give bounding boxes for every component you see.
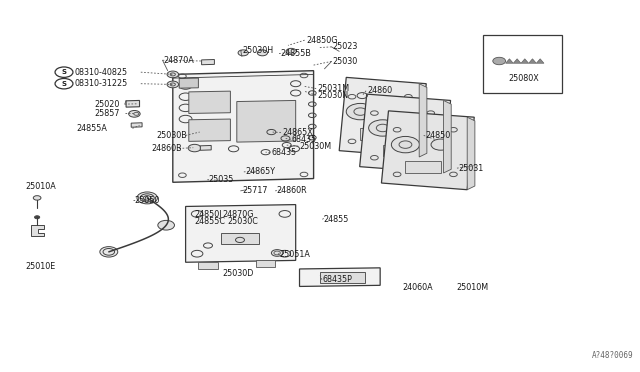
- Bar: [360, 128, 396, 140]
- Circle shape: [493, 57, 506, 65]
- Polygon shape: [339, 77, 426, 157]
- Circle shape: [158, 220, 175, 230]
- Text: 24850G: 24850G: [306, 36, 337, 45]
- Circle shape: [167, 81, 179, 88]
- Text: 25020: 25020: [94, 100, 120, 109]
- Text: 24855B: 24855B: [280, 49, 311, 58]
- Circle shape: [257, 50, 268, 56]
- Text: 24855A: 24855A: [76, 124, 107, 133]
- Text: 25030D: 25030D: [223, 269, 254, 278]
- Text: 68435P: 68435P: [323, 275, 353, 284]
- Text: 25717: 25717: [242, 186, 268, 195]
- Text: 25010E: 25010E: [25, 262, 55, 271]
- Bar: [320, 272, 365, 283]
- Polygon shape: [202, 60, 214, 65]
- Circle shape: [271, 250, 283, 256]
- Bar: [483, 35, 562, 93]
- Text: 24865X: 24865X: [282, 128, 313, 137]
- Polygon shape: [200, 145, 211, 150]
- Polygon shape: [381, 111, 474, 190]
- Polygon shape: [31, 225, 44, 236]
- Bar: [406, 161, 441, 173]
- Text: 24860R: 24860R: [276, 186, 307, 195]
- Circle shape: [188, 144, 201, 152]
- Text: 68435: 68435: [292, 135, 317, 144]
- Text: 08310-31225: 08310-31225: [74, 79, 127, 88]
- Text: 25035: 25035: [209, 175, 234, 184]
- Text: 25030: 25030: [333, 57, 358, 66]
- Polygon shape: [198, 262, 218, 269]
- Polygon shape: [536, 59, 544, 63]
- Text: 25010A: 25010A: [25, 182, 56, 191]
- Polygon shape: [173, 71, 314, 182]
- Text: 25010M: 25010M: [456, 283, 488, 292]
- Polygon shape: [419, 84, 427, 157]
- Circle shape: [238, 50, 248, 56]
- Text: 25050: 25050: [134, 196, 160, 205]
- Circle shape: [392, 137, 420, 153]
- Polygon shape: [513, 59, 521, 63]
- Bar: [221, 232, 259, 244]
- Text: 24850: 24850: [425, 131, 450, 140]
- Polygon shape: [126, 100, 140, 107]
- Circle shape: [286, 48, 296, 54]
- Text: 25023: 25023: [333, 42, 358, 51]
- Circle shape: [137, 192, 157, 204]
- Polygon shape: [467, 117, 475, 190]
- Polygon shape: [256, 260, 275, 267]
- Circle shape: [100, 247, 118, 257]
- Circle shape: [35, 216, 40, 219]
- Text: 25030M: 25030M: [300, 142, 332, 151]
- Circle shape: [386, 106, 405, 117]
- Polygon shape: [189, 91, 230, 113]
- Circle shape: [167, 71, 179, 78]
- Text: 68435: 68435: [271, 148, 296, 157]
- Circle shape: [408, 122, 428, 134]
- Text: A?48?0069: A?48?0069: [592, 351, 634, 360]
- Circle shape: [55, 78, 73, 89]
- Text: S: S: [61, 69, 67, 75]
- Circle shape: [129, 110, 140, 117]
- Text: 25030H: 25030H: [242, 46, 273, 55]
- Polygon shape: [521, 59, 529, 63]
- Polygon shape: [189, 119, 230, 141]
- Polygon shape: [529, 59, 536, 63]
- Text: 24850J: 24850J: [194, 210, 221, 219]
- Polygon shape: [179, 78, 198, 88]
- Polygon shape: [360, 94, 451, 173]
- Polygon shape: [237, 100, 296, 142]
- Text: 24860B: 24860B: [151, 144, 182, 153]
- Polygon shape: [300, 268, 380, 286]
- Circle shape: [33, 196, 41, 200]
- Circle shape: [369, 120, 397, 136]
- Text: 25051A: 25051A: [279, 250, 310, 259]
- Text: S: S: [61, 81, 67, 87]
- Text: 24855: 24855: [324, 215, 349, 224]
- Text: 24855C: 24855C: [194, 217, 225, 226]
- Text: 24865Y: 24865Y: [245, 167, 275, 176]
- Polygon shape: [131, 123, 142, 127]
- Text: 25080X: 25080X: [509, 74, 540, 83]
- Text: 25030N: 25030N: [317, 91, 349, 100]
- Polygon shape: [444, 100, 451, 173]
- Circle shape: [55, 67, 73, 77]
- Text: 25031: 25031: [458, 164, 483, 173]
- Text: 25857: 25857: [94, 109, 120, 118]
- Polygon shape: [506, 59, 513, 63]
- Text: 08310-40825: 08310-40825: [74, 68, 127, 77]
- Text: 24870G: 24870G: [223, 210, 254, 219]
- Polygon shape: [186, 205, 296, 262]
- Circle shape: [346, 103, 374, 120]
- Bar: [383, 145, 418, 156]
- Text: 24060A: 24060A: [402, 283, 433, 292]
- Text: 25030B: 25030B: [156, 131, 187, 140]
- Text: 25030C: 25030C: [227, 217, 258, 226]
- Circle shape: [431, 139, 451, 150]
- Text: 24860: 24860: [367, 86, 392, 95]
- Text: 25031M: 25031M: [317, 84, 349, 93]
- Text: 24870A: 24870A: [164, 56, 195, 65]
